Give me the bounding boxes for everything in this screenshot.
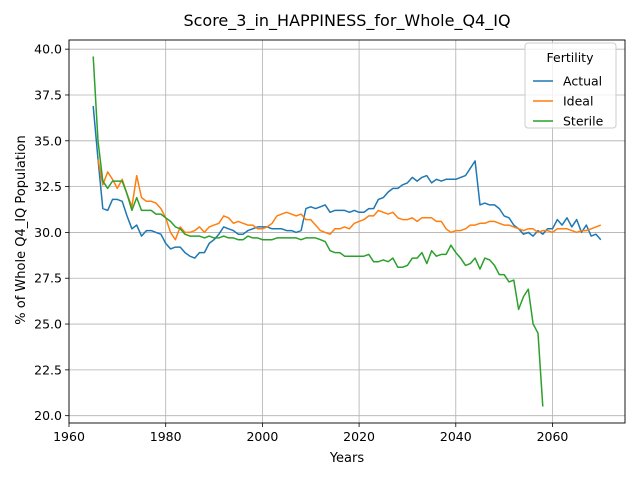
y-axis-ticks: 20.0 22.5 25.0 27.5 30.0 32.5 35.0 37.5 40.0 <box>34 42 69 423</box>
legend: Fertility Actual Ideal Sterile <box>524 42 617 129</box>
x-tick-label: 2060 <box>537 429 569 444</box>
x-tick-label: 2040 <box>440 429 472 444</box>
y-tick-label: 40.0 <box>34 42 62 57</box>
legend-label-actual: Actual <box>563 74 602 89</box>
x-axis-ticks: 1960 1980 2000 2020 2040 2060 <box>53 423 568 444</box>
y-tick-label: 20.0 <box>34 408 62 423</box>
y-tick-label: 27.5 <box>34 271 62 286</box>
legend-box <box>524 42 617 129</box>
y-tick-label: 22.5 <box>34 362 62 377</box>
y-tick-label: 35.0 <box>34 133 62 148</box>
y-tick-label: 32.5 <box>34 179 62 194</box>
legend-title: Fertility <box>547 50 595 65</box>
legend-entries: Actual Ideal Sterile <box>533 74 604 129</box>
axes-frame <box>68 39 626 424</box>
chart-title: Score_3_in_HAPPINESS_for_Whole_Q4_IQ <box>183 11 510 31</box>
x-tick-label: 1960 <box>53 429 85 444</box>
legend-label-sterile: Sterile <box>563 114 604 129</box>
series-line-sterile <box>92 56 544 407</box>
y-tick-label: 25.0 <box>34 317 62 332</box>
plot-area-series <box>92 56 602 407</box>
legend-label-ideal: Ideal <box>563 94 593 109</box>
x-axis-label: Years <box>329 451 365 466</box>
x-tick-label: 2020 <box>343 429 375 444</box>
x-tick-label: 1980 <box>150 429 182 444</box>
gridlines <box>68 40 625 423</box>
y-tick-label: 37.5 <box>34 87 62 102</box>
series-line-ideal <box>97 158 602 241</box>
series-line-actual <box>92 105 602 259</box>
y-axis-label: % of Whole Q4_IQ Population <box>14 135 29 324</box>
x-tick-label: 2000 <box>246 429 278 444</box>
y-tick-label: 30.0 <box>34 225 62 240</box>
